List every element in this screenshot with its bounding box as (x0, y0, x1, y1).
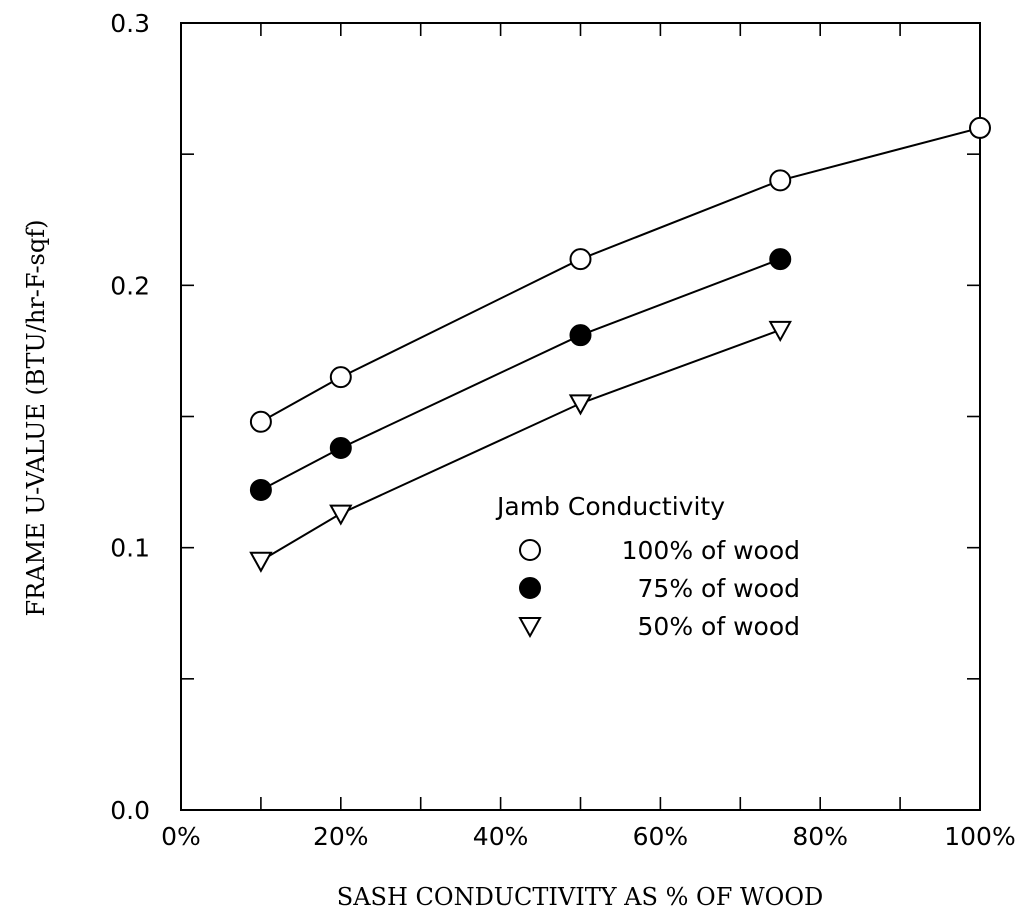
series-line (260, 126, 981, 423)
data-point (769, 169, 792, 192)
legend-marker (519, 539, 541, 561)
y-tick-label: 0.0 (110, 796, 150, 825)
series-1 (249, 116, 991, 433)
series-3 (249, 320, 792, 573)
legend-marker (519, 577, 541, 599)
legend-title: Jamb Conductivity (495, 492, 725, 521)
x-tick-label: 100% (944, 822, 1015, 851)
y-tick-label: 0.2 (110, 271, 150, 300)
y-tick-label: 0.3 (110, 9, 150, 38)
legend-label: 50% of wood (638, 612, 800, 641)
data-point (329, 366, 352, 389)
series-line (260, 328, 781, 562)
legend-marker (518, 617, 542, 639)
legend: Jamb Conductivity 100% of wood 75% of wood… (495, 492, 800, 641)
legend-label: 100% of wood (622, 536, 800, 565)
x-tick-label: 0% (161, 822, 201, 851)
plot-frame (180, 22, 981, 811)
y-axis-label: FRAME U-VALUE (BTU/hr-F-sqf) (22, 220, 50, 617)
axes: 0% 20% 40% 60% 80% 100% 0.0 0.1 0.2 0.3 (110, 9, 1016, 851)
series-2 (249, 248, 792, 501)
x-tick-label: 60% (633, 822, 689, 851)
data-point (329, 436, 352, 459)
series-line (260, 258, 781, 491)
data-point (249, 410, 272, 433)
y-tick-label: 0.1 (110, 534, 150, 563)
data-point (568, 394, 593, 416)
data-point (769, 248, 792, 271)
data-point (569, 324, 592, 347)
x-tick-label: 40% (473, 822, 529, 851)
x-tick-label: 20% (313, 822, 369, 851)
legend-item: 75% of wood (519, 574, 800, 603)
legend-item: 50% of wood (518, 612, 800, 641)
data-point (969, 116, 991, 139)
data-point (249, 478, 272, 501)
data-point (329, 504, 353, 526)
legend-item: 100% of wood (519, 536, 800, 565)
legend-label: 75% of wood (638, 574, 800, 603)
x-axis-label: SASH CONDUCTIVITY AS % OF WOOD (337, 883, 823, 911)
data-point (249, 551, 273, 573)
x-tick-label: 80% (792, 822, 848, 851)
data-point (569, 248, 592, 271)
data-point (768, 320, 792, 342)
series-layer (249, 116, 991, 573)
